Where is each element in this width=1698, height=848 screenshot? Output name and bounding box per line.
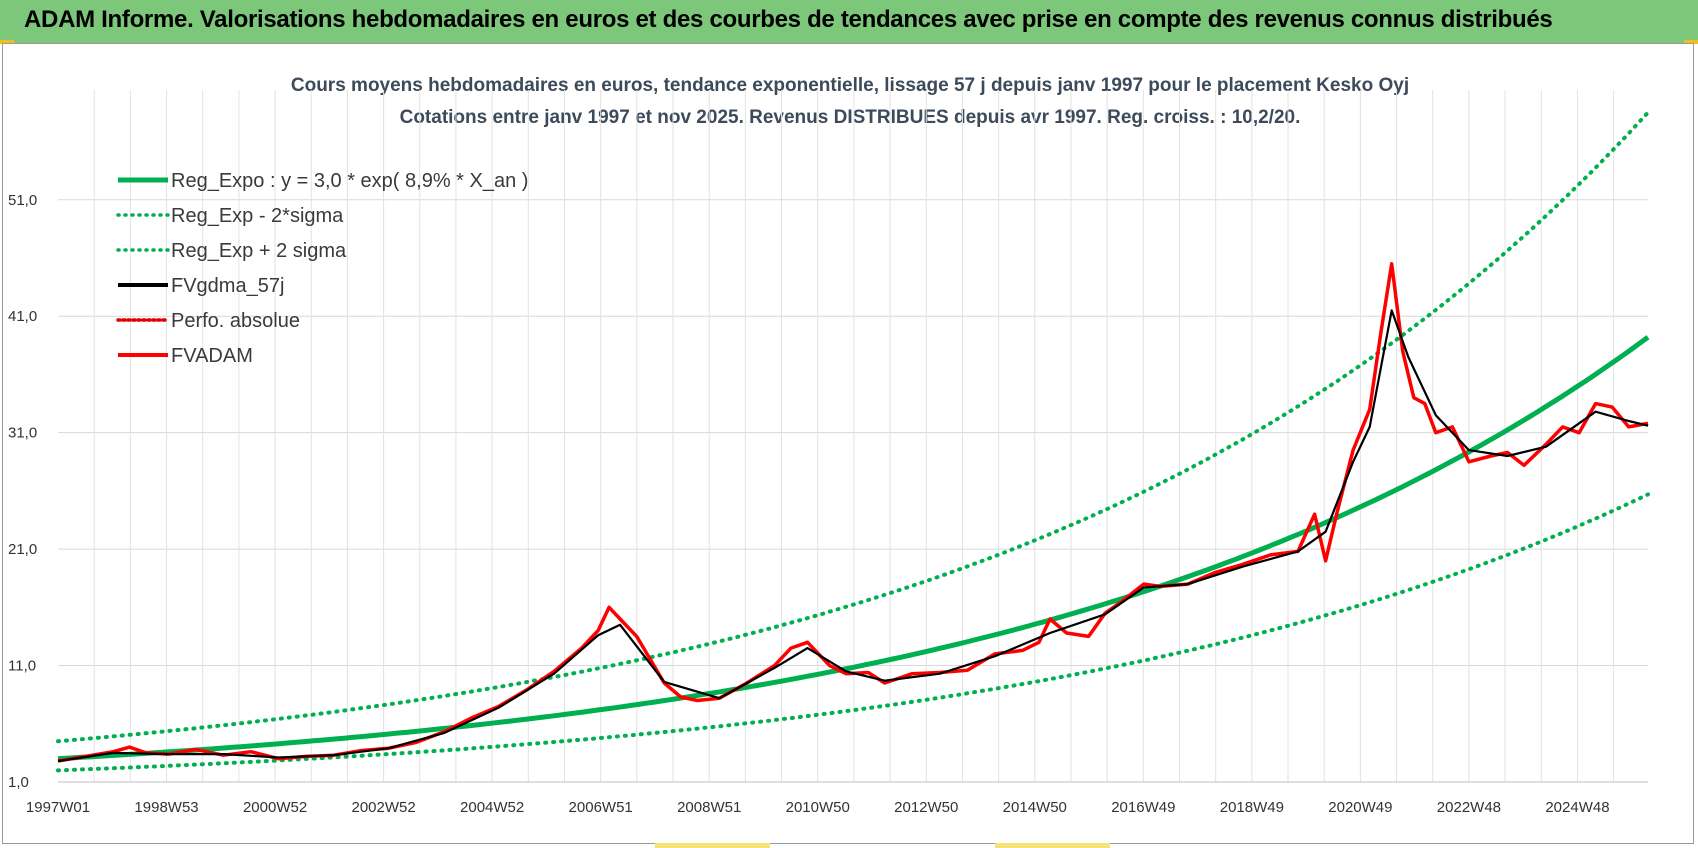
x-tick-label: 2022W48 (1437, 799, 1501, 816)
legend-label-5: Perfo. absolue (171, 310, 300, 332)
corner-mark-right (1684, 40, 1698, 44)
x-tick-label: 2008W51 (677, 799, 741, 816)
y-axis: 1,0 11,0 21,0 31,0 41,0 51,0 (8, 192, 37, 791)
x-tick-label: 2012W50 (894, 799, 958, 816)
y-tick-label: 21,0 (8, 541, 37, 558)
series-line-reg-expo-y-3-0-exp-8-9-x-an (57, 335, 1650, 762)
series-line-fvadam (57, 262, 1649, 763)
chart-legend: Reg_Expo : y = 3,0 * exp( 8,9% * X_an ) R… (116, 170, 528, 367)
legend-label-2: Reg_Exp - 2*sigma (171, 205, 344, 227)
y-tick-label: 51,0 (8, 192, 37, 209)
legend-label-3: Reg_Exp + 2 sigma (171, 240, 347, 262)
series-line-reg-exp-2-sigma (56, 492, 1650, 773)
x-tick-label: 2006W51 (569, 799, 633, 816)
report-banner: ADAM Informe. Valorisations hebdomadaire… (0, 0, 1698, 43)
x-tick-label: 1997W01 (26, 799, 90, 816)
y-tick-label: 31,0 (8, 425, 37, 442)
y-tick-label: 11,0 (8, 658, 36, 675)
chart-grid (58, 90, 1648, 783)
chart-frame (2, 43, 1694, 844)
chart-title: Cours moyens hebdomadaires en euros, ten… (291, 75, 1409, 96)
x-tick-label: 2016W49 (1111, 799, 1175, 816)
x-tick-label: 2020W49 (1328, 799, 1392, 816)
x-tick-label: 2002W52 (351, 799, 415, 816)
corner-mark-left (0, 40, 14, 44)
plot-area (56, 110, 1650, 773)
x-tick-label: 2004W52 (460, 799, 524, 816)
x-tick-label: 2000W52 (243, 799, 307, 816)
y-tick-label: 41,0 (8, 308, 37, 325)
x-axis: 1997W01 1998W53 2000W52 2002W52 2004W52 2006W… (26, 799, 1610, 816)
chart-subtitle: Cotations entre janv 1997 et nov 2025. R… (400, 107, 1301, 128)
legend-label-4: FVgdma_57j (171, 275, 284, 297)
series-line-reg-exp-2-sigma (56, 110, 1650, 744)
bottom-marker (995, 843, 1110, 848)
y-tick-label: 1,0 (8, 774, 29, 791)
legend-label-6: FVADAM (171, 345, 253, 367)
report-title: ADAM Informe. Valorisations hebdomadaire… (24, 6, 1553, 33)
x-tick-label: 2018W49 (1220, 799, 1284, 816)
x-tick-label: 2024W48 (1545, 799, 1609, 816)
legend-label-1: Reg_Expo : y = 3,0 * exp( 8,9% * X_an ) (171, 170, 528, 192)
x-tick-label: 2014W50 (1003, 799, 1067, 816)
x-tick-label: 2010W50 (786, 799, 850, 816)
x-tick-label: 1998W53 (134, 799, 198, 816)
series-line-fvgdma-57j-overlay (57, 309, 1649, 762)
bottom-marker (655, 843, 770, 848)
